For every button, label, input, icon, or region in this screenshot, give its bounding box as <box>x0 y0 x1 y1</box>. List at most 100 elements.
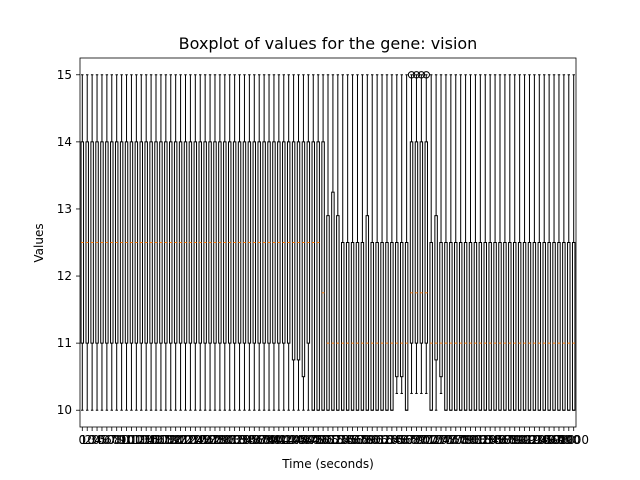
x-tick-label: 810 <box>469 433 492 447</box>
x-tick-label: 620 <box>376 433 399 447</box>
box-480 <box>316 74 320 411</box>
x-tick-label: 670 <box>400 433 423 447</box>
x-tick-label: 840 <box>484 433 507 447</box>
iqr-box <box>414 141 419 344</box>
x-tick-label: 320 <box>228 433 251 447</box>
x-tick-label: 800 <box>464 433 487 447</box>
iqr-box <box>444 242 448 411</box>
iqr-box <box>527 242 532 411</box>
x-tick-label: 120 <box>130 433 153 447</box>
box-980 <box>562 74 566 411</box>
box-470 <box>311 74 315 411</box>
box-670 <box>409 74 414 394</box>
x-tick-label: 60 <box>104 433 119 447</box>
box-310 <box>232 74 237 411</box>
box-50 <box>105 74 109 411</box>
x-tick-label: 190 <box>164 433 187 447</box>
box-720 <box>434 74 438 411</box>
x-tick-label: 340 <box>238 433 261 447</box>
x-tick-label: 830 <box>479 433 502 447</box>
x-tick-label: 300 <box>218 433 241 447</box>
box-950 <box>547 74 551 411</box>
box-570 <box>360 74 365 411</box>
iqr-box <box>439 242 443 378</box>
box-540 <box>345 74 350 411</box>
iqr-box <box>458 242 463 411</box>
outlier-point <box>412 71 421 79</box>
x-tick-label: 110 <box>125 433 148 447</box>
iqr-box <box>390 242 394 411</box>
x-tick-label: 770 <box>449 433 472 447</box>
x-tick-label: 140 <box>140 433 163 447</box>
box-810 <box>478 74 483 411</box>
box-780 <box>463 74 468 411</box>
iqr-box <box>508 242 512 411</box>
iqr-box <box>301 141 306 378</box>
iqr-box <box>532 242 537 411</box>
x-tick-label: 220 <box>179 433 202 447</box>
x-tick-label: 570 <box>351 433 374 447</box>
x-tick-label: 900 <box>513 433 536 447</box>
box-250 <box>203 74 207 411</box>
x-tick-label: 750 <box>439 433 462 447</box>
box-180 <box>169 74 173 411</box>
box-580 <box>365 74 370 411</box>
box-960 <box>552 74 556 411</box>
box-270 <box>213 74 217 411</box>
x-tick-label: 330 <box>233 433 256 447</box>
x-tick-label: 290 <box>213 433 236 447</box>
x-tick-label: 210 <box>174 433 197 447</box>
x-tick-label: 710 <box>420 433 443 447</box>
x-tick-label: 440 <box>287 433 310 447</box>
iqr-box <box>365 215 370 411</box>
box-790 <box>468 74 473 411</box>
outlier-point <box>417 71 426 79</box>
iqr-box <box>483 242 487 411</box>
x-tick-label: 200 <box>169 433 192 447</box>
chart-title: Boxplot of values for the gene: vision <box>179 34 478 53</box>
iqr-box <box>331 191 335 411</box>
plot-area <box>80 71 576 411</box>
iqr-box <box>463 242 468 411</box>
x-tick-label: 180 <box>159 433 182 447</box>
x-tick-label: 520 <box>326 433 349 447</box>
iqr-box <box>321 141 325 411</box>
x-tick-label: 700 <box>415 433 438 447</box>
box-600 <box>375 74 379 411</box>
x-tick-label: 350 <box>243 433 266 447</box>
box-1000 <box>571 74 576 411</box>
iqr-box <box>488 242 492 411</box>
x-tick-label: 250 <box>194 433 217 447</box>
box-320 <box>237 74 242 411</box>
box-890 <box>517 74 522 411</box>
iqr-box <box>404 242 409 411</box>
x-tick-label: 50 <box>99 433 114 447</box>
box-940 <box>542 74 546 411</box>
x-tick-label: 470 <box>302 433 325 447</box>
box-60 <box>110 74 114 411</box>
x-tick-label: 10 <box>80 433 95 447</box>
iqr-box <box>385 242 389 411</box>
box-630 <box>390 74 394 411</box>
box-240 <box>198 74 202 411</box>
x-tick-label: 100 <box>120 433 143 447</box>
y-axis-label: Values <box>32 223 46 262</box>
box-820 <box>483 74 487 411</box>
box-150 <box>154 74 158 411</box>
x-tick-label: 1000 <box>558 433 589 447</box>
box-990 <box>567 74 571 411</box>
outlier-point <box>422 71 430 79</box>
iqr-box <box>291 141 296 361</box>
x-tick-label: 150 <box>145 433 168 447</box>
x-tick-label: 500 <box>317 433 340 447</box>
iqr-box <box>513 242 517 411</box>
y-tick-label: 15 <box>57 68 72 82</box>
box-510 <box>331 74 335 411</box>
x-tick-label: 850 <box>489 433 512 447</box>
x-tick-label: 360 <box>248 433 271 447</box>
x-tick-label: 430 <box>282 433 305 447</box>
x-tick-label: 760 <box>444 433 467 447</box>
box-530 <box>341 74 345 411</box>
iqr-box <box>350 242 355 411</box>
